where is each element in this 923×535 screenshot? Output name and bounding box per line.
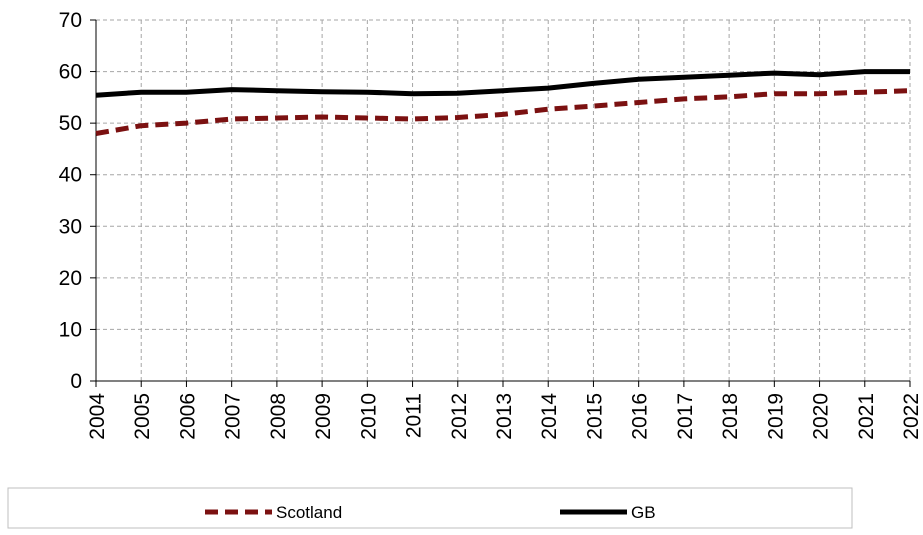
y-tick-label: 0 xyxy=(70,370,82,393)
x-tick-label: 2016 xyxy=(629,393,652,440)
y-tick-label: 70 xyxy=(59,9,82,32)
x-tick-label: 2018 xyxy=(719,393,742,440)
x-tick-label: 2012 xyxy=(448,393,471,440)
series-line-gb xyxy=(95,69,910,98)
x-tick-label: 2009 xyxy=(312,393,335,440)
x-tick-label: 2022 xyxy=(900,393,923,440)
x-tick-label: 2020 xyxy=(810,393,833,440)
x-tick-label: 2004 xyxy=(86,393,109,440)
legend-box xyxy=(7,487,853,529)
x-tick-label: 2014 xyxy=(538,393,561,440)
axes xyxy=(90,19,911,387)
x-tick-label: 2008 xyxy=(267,393,290,440)
y-tick-label: 50 xyxy=(59,112,82,135)
x-tick-label: 2013 xyxy=(493,393,516,440)
x-tick-label: 2005 xyxy=(131,393,154,440)
x-tick-label: 2007 xyxy=(222,393,245,440)
x-tick-label: 2011 xyxy=(403,393,426,438)
x-tick-label: 2015 xyxy=(583,393,606,440)
x-tick-label: 2019 xyxy=(764,393,787,440)
y-tick-label: 40 xyxy=(59,164,82,187)
x-tick-label: 2006 xyxy=(176,393,199,440)
y-tick-label: 20 xyxy=(59,267,82,290)
legend: Scotland GB xyxy=(7,487,853,529)
x-axis-tick-labels: 2004 2005 2006 2007 2008 2009 2010 2011 2012 2013… xyxy=(86,393,923,440)
y-tick-label: 60 xyxy=(59,61,82,84)
y-tick-label: 10 xyxy=(59,318,82,341)
grid-lines xyxy=(96,19,911,381)
x-tick-label: 2021 xyxy=(855,393,878,440)
legend-label-gb: GB xyxy=(631,503,656,522)
series-line-scotland xyxy=(95,88,911,136)
x-tick-label: 2017 xyxy=(674,393,697,440)
y-tick-label: 30 xyxy=(59,215,82,238)
legend-label-scotland: Scotland xyxy=(276,503,342,522)
y-axis-tick-labels: 0 10 20 30 40 50 60 70 xyxy=(59,9,82,393)
series-lines xyxy=(95,69,911,136)
x-tick-label: 2010 xyxy=(357,393,380,440)
